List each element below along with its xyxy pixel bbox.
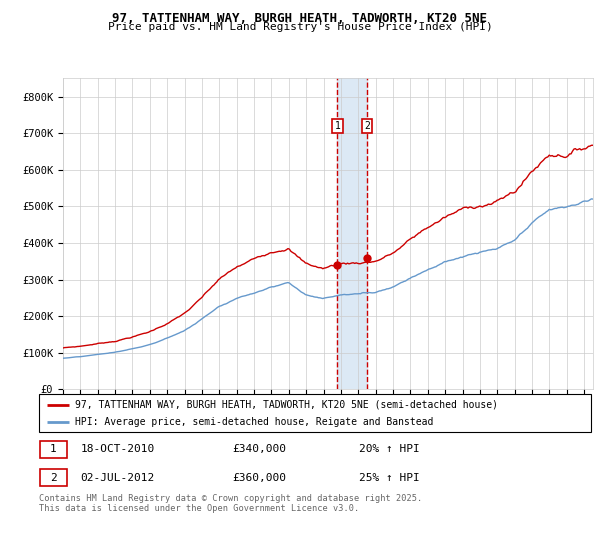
Text: HPI: Average price, semi-detached house, Reigate and Banstead: HPI: Average price, semi-detached house,… [75,417,433,427]
Bar [40,469,67,486]
Text: 97, TATTENHAM WAY, BURGH HEATH, TADWORTH, KT20 5NE (semi-detached house): 97, TATTENHAM WAY, BURGH HEATH, TADWORTH… [75,399,498,409]
Text: 2: 2 [50,473,57,483]
Bar [337,78,367,389]
Text: Contains HM Land Registry data © Crown copyright and database right 2025.
This d: Contains HM Land Registry data © Crown c… [39,494,422,514]
Text: 1: 1 [50,444,57,454]
Text: 02-JUL-2012: 02-JUL-2012 [80,473,155,483]
Text: Price paid vs. HM Land Registry's House Price Index (HPI): Price paid vs. HM Land Registry's House … [107,22,493,32]
Text: 20% ↑ HPI: 20% ↑ HPI [359,444,420,454]
Text: £340,000: £340,000 [232,444,286,454]
Text: 18-OCT-2010: 18-OCT-2010 [80,444,155,454]
Bar [40,441,67,458]
Text: 97, TATTENHAM WAY, BURGH HEATH, TADWORTH, KT20 5NE: 97, TATTENHAM WAY, BURGH HEATH, TADWORTH… [113,12,487,25]
Text: 2: 2 [364,121,370,131]
Text: £360,000: £360,000 [232,473,286,483]
Text: 25% ↑ HPI: 25% ↑ HPI [359,473,420,483]
Text: 1: 1 [335,121,340,131]
